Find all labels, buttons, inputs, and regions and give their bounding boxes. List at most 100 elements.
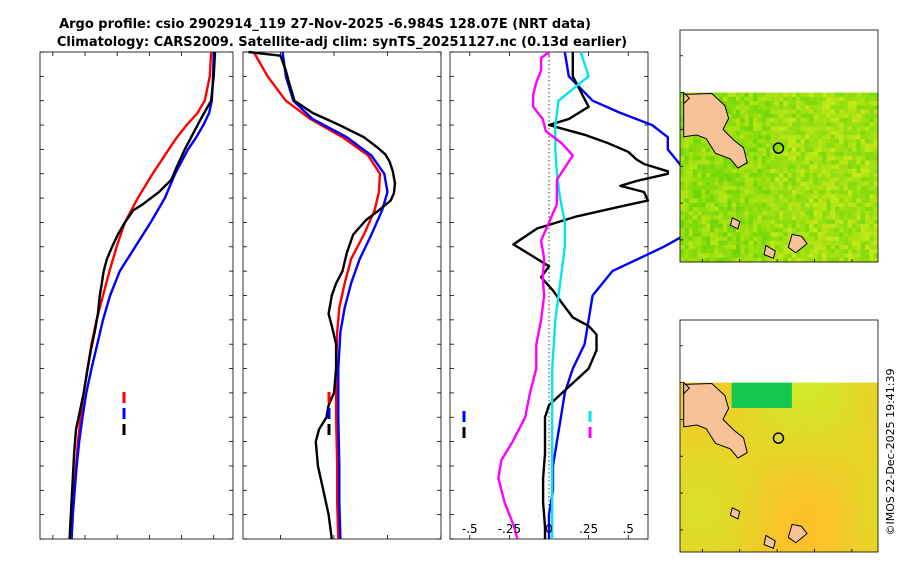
heatmap-cell: [748, 395, 754, 400]
heatmap-cell: [684, 198, 689, 204]
heatmap-cell: [680, 240, 685, 246]
heatmap-cell: [852, 526, 857, 532]
heatmap-cell: [852, 429, 857, 434]
heatmap-cell: [779, 391, 784, 396]
heatmap-cell: [714, 501, 720, 506]
heatmap-cell: [873, 505, 879, 511]
heatmap-cell: [774, 198, 780, 204]
heatmap-cell: [723, 181, 728, 187]
heatmap-cell: [860, 96, 866, 102]
heatmap-cell: [735, 211, 741, 216]
heatmap-cell: [766, 105, 771, 110]
heatmap-cell: [800, 139, 806, 144]
heatmap-cell: [688, 463, 694, 468]
heatmap-cell: [770, 105, 776, 110]
heatmap-cell: [800, 173, 806, 178]
heatmap-cell: [766, 467, 771, 472]
heatmap-cell: [852, 181, 857, 187]
heatmap-cell: [826, 96, 832, 102]
heatmap-cell: [865, 223, 870, 229]
heatmap-cell: [817, 535, 823, 540]
heatmap-cell: [705, 253, 711, 259]
land-mass: [683, 91, 691, 105]
heatmap-cell: [761, 429, 767, 434]
heatmap-cell: [774, 202, 780, 208]
heatmap-cell: [830, 228, 836, 233]
heatmap-cell: [783, 126, 788, 132]
heatmap-cell: [680, 211, 685, 216]
heatmap-cell: [770, 160, 776, 165]
heatmap-cell: [860, 219, 866, 225]
heatmap-cell: [740, 547, 745, 553]
heatmap-cell: [822, 412, 827, 417]
heatmap-cell: [740, 101, 745, 106]
heatmap-cell: [697, 156, 702, 161]
heatmap-cell: [813, 463, 819, 468]
heatmap-cell: [783, 518, 788, 523]
heatmap-cell: [856, 215, 862, 221]
heatmap-cell: [731, 539, 737, 544]
heatmap-cell: [761, 113, 767, 119]
heatmap-cell: [761, 463, 767, 468]
heatmap-cell: [705, 433, 711, 439]
heatmap-cell: [852, 437, 857, 443]
heatmap-cell: [761, 156, 767, 161]
heatmap-cell: [839, 446, 844, 451]
heatmap-cell: [710, 206, 715, 212]
heatmap-cell: [860, 424, 866, 430]
heatmap-cell: [847, 403, 853, 409]
heatmap-cell: [757, 118, 763, 123]
heatmap-cell: [735, 130, 741, 136]
heatmap-cell: [731, 391, 737, 396]
heatmap-cell: [718, 190, 724, 195]
heatmap-cell: [761, 215, 767, 221]
heatmap-cell: [813, 122, 819, 127]
heatmap-cell: [766, 228, 771, 233]
heatmap-cell: [723, 236, 728, 242]
heatmap-cell: [873, 475, 879, 481]
heatmap-cell: [770, 480, 776, 485]
heatmap-cell: [826, 526, 832, 532]
heatmap-cell: [843, 198, 849, 204]
heatmap-cell: [697, 446, 702, 451]
heatmap-cell: [697, 518, 702, 523]
heatmap-cell: [839, 535, 844, 540]
heatmap-cell: [697, 177, 702, 182]
heatmap-cell: [817, 475, 823, 481]
heatmap-cell: [735, 96, 741, 102]
heatmap-cell: [710, 513, 715, 519]
heatmap-cell: [822, 535, 827, 540]
heatmap-cell: [787, 164, 793, 170]
heatmap-cell: [817, 526, 823, 532]
heatmap-cell: [744, 471, 750, 477]
heatmap-cell: [860, 215, 866, 221]
heatmap-cell: [813, 236, 819, 242]
heatmap-cell: [800, 501, 806, 506]
heatmap-cell: [843, 437, 849, 443]
heatmap-cell: [697, 134, 702, 140]
heatmap-cell: [869, 386, 875, 392]
heatmap-cell: [770, 416, 776, 422]
heatmap-cell: [865, 134, 870, 140]
heatmap-cell: [847, 109, 853, 115]
heatmap-cell: [783, 211, 788, 216]
heatmap-cell: [727, 223, 733, 229]
heatmap-cell: [731, 194, 737, 199]
heatmap-cell: [856, 257, 862, 263]
heatmap-cell: [680, 130, 685, 136]
heatmap-cell: [727, 382, 733, 388]
heatmap-cell: [701, 228, 707, 233]
heatmap-cell: [787, 386, 793, 392]
heatmap-cell: [809, 395, 814, 400]
heatmap-cell: [873, 96, 879, 102]
heatmap-cell: [684, 245, 689, 250]
heatmap-cell: [692, 228, 698, 233]
heatmap-cell: [834, 505, 840, 511]
heatmap-cell: [796, 173, 801, 178]
heatmap-cell: [744, 181, 750, 187]
heatmap-cell: [779, 160, 784, 165]
heatmap-cell: [714, 382, 720, 388]
heatmap-cell: [727, 463, 733, 468]
heatmap-cell: [813, 147, 819, 153]
heatmap-cell: [680, 509, 685, 515]
